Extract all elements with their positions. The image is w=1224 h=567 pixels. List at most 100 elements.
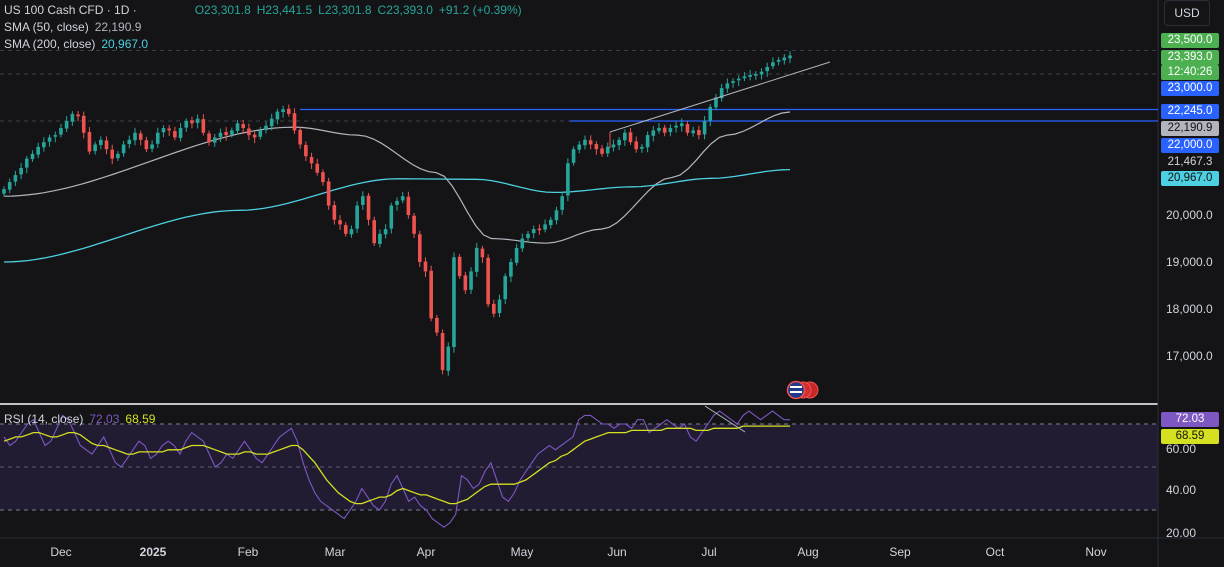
candle-body — [406, 196, 411, 215]
time-axis-label: Jun — [607, 545, 627, 559]
candle-body — [588, 140, 593, 145]
candle-body — [651, 130, 656, 136]
level-tag-22245: 22,245.0 — [1161, 104, 1219, 119]
rsi-ma-line — [3, 425, 790, 505]
candle-body — [543, 224, 547, 230]
candle-body — [702, 121, 707, 135]
candle-body — [383, 229, 388, 235]
candle-body — [566, 163, 570, 196]
candle-body — [93, 144, 97, 152]
candle-body — [708, 106, 713, 121]
candle-body — [640, 146, 644, 149]
candle-body — [110, 149, 115, 159]
sma50-legend[interactable]: SMA (50, close) 22,190.9 — [4, 20, 141, 34]
candle-body — [685, 124, 690, 133]
candle-body — [190, 120, 194, 124]
candle-body — [315, 163, 320, 173]
rsi-axis-label: 60.00 — [1166, 442, 1197, 456]
candle-body — [184, 121, 189, 128]
candle-body — [691, 130, 695, 134]
symbol-legend[interactable]: US 100 Cash CFD · 1D · O23,301.8 H23,441… — [4, 3, 522, 17]
candle-body — [662, 127, 667, 133]
candle-body — [679, 123, 684, 127]
countdown-tag: 12:40:26 — [1161, 65, 1219, 80]
candle-body — [133, 132, 137, 141]
candle-body — [19, 168, 23, 175]
candle-body — [195, 118, 200, 123]
candle-body — [389, 205, 394, 229]
candle-body — [788, 55, 792, 59]
ohlc-open: O23,301.8 — [194, 3, 251, 17]
candle-body — [286, 108, 291, 114]
symbol-title: US 100 Cash CFD · 1D · — [4, 3, 137, 17]
currency-button[interactable]: USD — [1164, 0, 1210, 26]
candle-body — [59, 128, 63, 135]
event-bubble — [786, 380, 806, 400]
candle-body — [400, 196, 405, 201]
candle-body — [634, 141, 639, 150]
candle-body — [759, 71, 764, 75]
time-axis-label: Aug — [797, 545, 819, 559]
rsi-ma-tag: 68.59 — [1161, 429, 1219, 444]
candle-body — [366, 195, 371, 220]
price-axis-label: 18,000.0 — [1166, 302, 1213, 316]
candle-body — [440, 332, 445, 371]
us-event-flag-icon[interactable] — [786, 380, 819, 400]
candle-body — [714, 97, 718, 108]
candle-body — [53, 135, 58, 137]
last-price-tag: 23,393.0 — [1161, 50, 1219, 65]
candle-body — [492, 303, 496, 314]
sma200-legend[interactable]: SMA (200, close) 20,967.0 — [4, 37, 148, 51]
candle-body — [144, 140, 149, 150]
time-axis-label: Dec — [50, 545, 72, 559]
sma50-line — [3, 111, 791, 244]
candle-body — [395, 200, 399, 205]
sma50-value: 22,190.9 — [94, 20, 142, 34]
candle-body — [361, 196, 365, 205]
sma50-tag: 22,190.9 — [1161, 121, 1219, 136]
candle-body — [13, 175, 18, 182]
ohlc-change: +91.2 (+0.39%) — [438, 3, 522, 17]
candle-body — [224, 132, 228, 136]
time-axis-label: Mar — [324, 545, 346, 559]
candle-body — [605, 146, 610, 154]
candle-body — [423, 261, 428, 272]
sma200-tag: 20,967.0 — [1161, 171, 1219, 186]
candle-body — [583, 139, 587, 146]
candle-body — [99, 139, 103, 145]
candle-body — [173, 131, 177, 138]
candle-body — [275, 111, 280, 120]
candle-body — [457, 256, 462, 277]
rsi-line — [3, 410, 790, 528]
candle-body — [429, 270, 433, 319]
price-tag-21467: 21,467.3 — [1161, 155, 1219, 170]
candle-body — [645, 135, 650, 148]
candle-body — [264, 125, 268, 130]
candle-body — [674, 125, 678, 128]
candle-body — [127, 139, 132, 145]
candle-body — [560, 196, 564, 210]
candle-body — [417, 234, 422, 262]
sma200-value: 20,967.0 — [101, 37, 149, 51]
candle-body — [731, 81, 735, 83]
candle-body — [469, 271, 473, 290]
sma200-line — [3, 168, 791, 263]
candle-body — [167, 128, 171, 131]
candle-body — [2, 189, 6, 194]
candle-body — [64, 121, 69, 129]
rsi-legend[interactable]: RSI (14, close) 72.03 68.59 — [4, 412, 155, 426]
candle-body — [736, 78, 741, 81]
time-axis-label: Apr — [416, 545, 436, 559]
candle-body — [742, 76, 747, 79]
candle-body — [121, 144, 126, 154]
time-axis-label: Sep — [889, 545, 911, 559]
candle-body — [47, 137, 52, 142]
sma200-label: SMA (200, close) — [4, 37, 96, 51]
candle-body — [548, 219, 553, 226]
candle-body — [30, 153, 35, 160]
flag-stripe — [790, 391, 802, 393]
rsi-divergence-line — [704, 405, 746, 433]
candle-body — [212, 137, 217, 143]
candle-body — [526, 233, 530, 239]
